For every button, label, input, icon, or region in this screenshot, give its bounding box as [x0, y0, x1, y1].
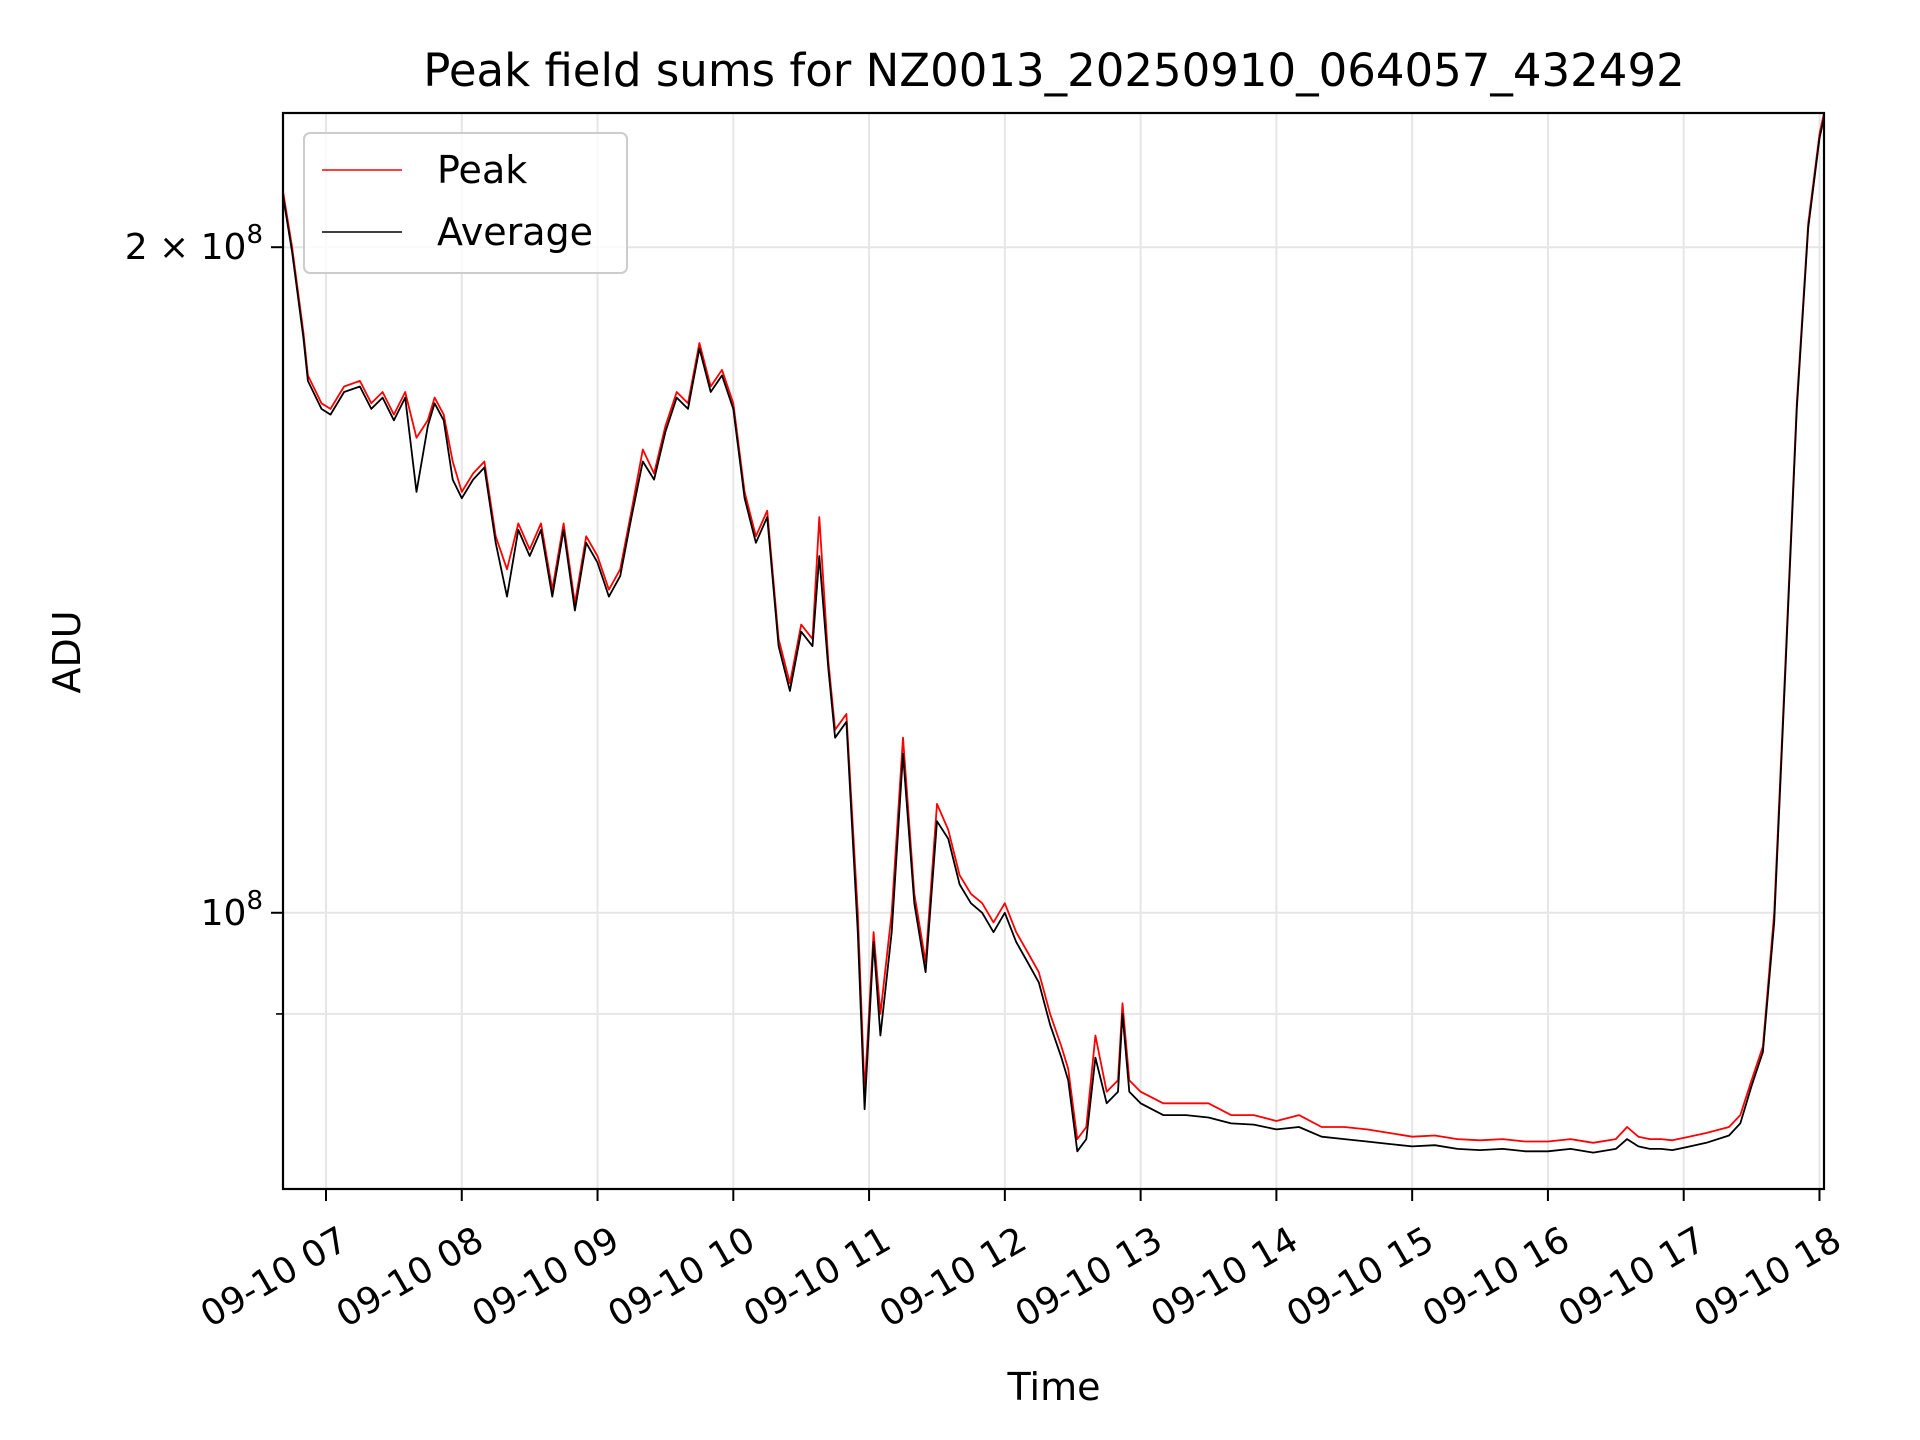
series-line-peak	[282, 112, 1825, 1144]
y-axis: 2 × 108 108	[125, 220, 283, 1015]
grid	[283, 113, 1824, 1189]
plot-frame	[281, 111, 1826, 1191]
chart-title: Peak field sums for NZ0013_20250910_0640…	[423, 44, 1684, 97]
series-line-average	[282, 117, 1825, 1154]
y-axis-title: ADU	[45, 610, 89, 693]
legend-box	[303, 132, 628, 274]
y-tick-label: 2 × 108	[125, 220, 263, 268]
y-tick-label: 108	[201, 886, 263, 934]
legend-label-average: Average	[437, 210, 593, 254]
plot-lines	[282, 112, 1825, 1154]
x-axis-title: Time	[1007, 1365, 1101, 1409]
legend-label-peak: Peak	[437, 148, 527, 192]
legend: Peak Average	[303, 132, 628, 274]
